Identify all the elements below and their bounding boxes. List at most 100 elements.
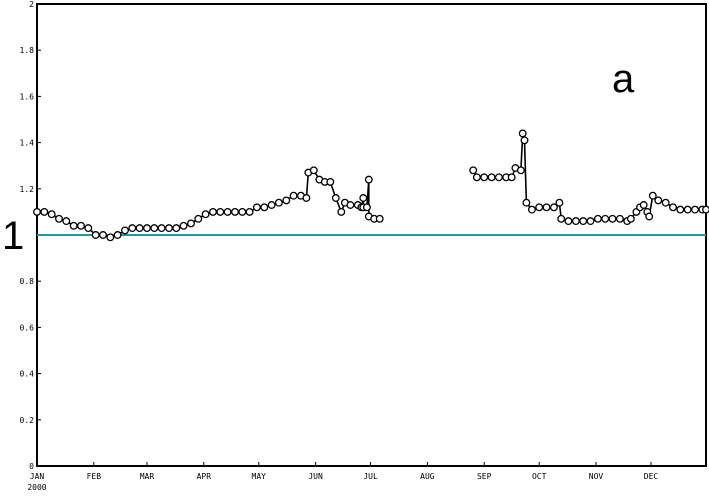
data-point — [615, 214, 624, 223]
x-tick-label: JUN — [308, 472, 323, 481]
data-point — [516, 166, 525, 175]
data-point — [661, 198, 670, 207]
data-point — [326, 177, 335, 186]
data-point — [648, 191, 657, 200]
data-point — [683, 205, 692, 214]
x-tick-label: JUL — [363, 472, 378, 481]
x-tick-label: NOV — [589, 472, 604, 481]
data-point — [359, 194, 368, 202]
panel-label: a — [612, 57, 635, 101]
data-point — [601, 214, 610, 223]
y-tick-label: 0.8 — [20, 277, 35, 286]
data-point — [639, 201, 648, 209]
y-tick-label: 1.4 — [20, 139, 35, 148]
axis-labels-group: 0 0.2 0.4 0.6 0.8 1.2 1.4 1.6 1.8 2 JAN 2000 FEB MAR A… — [20, 0, 659, 492]
data-point — [135, 224, 144, 233]
data-point — [608, 214, 617, 223]
data-point — [113, 231, 122, 239]
data-point — [676, 205, 685, 214]
x-tick-label: DEC — [644, 472, 659, 481]
y-tick-label: 2 — [29, 0, 34, 9]
data-point — [69, 221, 78, 230]
data-point — [77, 221, 85, 230]
y-tick-label: 0 — [29, 462, 34, 471]
data-point — [555, 198, 564, 207]
data-point — [172, 224, 181, 233]
data-point — [542, 203, 551, 212]
data-point — [518, 129, 527, 138]
data-point — [549, 203, 558, 212]
data-point — [480, 173, 489, 182]
data-point — [150, 224, 159, 233]
data-point — [216, 207, 225, 216]
data-point — [99, 231, 107, 239]
data-point — [267, 201, 276, 209]
data-point — [106, 233, 115, 242]
x-tick-label: APR — [197, 472, 212, 481]
data-point — [194, 214, 203, 223]
data-point — [645, 212, 654, 221]
x-tick-label: MAY — [252, 472, 267, 481]
data-point — [223, 207, 232, 216]
data-point — [165, 224, 173, 233]
data-point — [535, 203, 544, 212]
data-point — [201, 210, 210, 219]
data-point — [157, 224, 166, 233]
data-point — [289, 191, 298, 200]
data-point — [494, 173, 503, 182]
data-point — [238, 207, 247, 216]
x-tick-label: FEB — [87, 472, 102, 481]
data-point — [179, 221, 188, 230]
data-point — [375, 214, 384, 223]
data-point — [527, 205, 536, 214]
data-point — [187, 219, 195, 228]
data-point — [282, 196, 291, 205]
data-point — [62, 217, 71, 226]
data-point — [472, 173, 481, 182]
data-point — [691, 205, 699, 214]
x-tick-label: OCT — [532, 472, 547, 481]
data-point — [231, 207, 239, 216]
data-point — [507, 173, 516, 182]
data-point — [364, 175, 373, 184]
y-tick-label: 1.8 — [20, 46, 35, 55]
data-point — [121, 226, 129, 235]
y-tick-label: 0.6 — [20, 323, 35, 332]
data-point — [520, 136, 529, 145]
data-point — [260, 203, 269, 212]
data-point — [309, 166, 318, 175]
data-point — [346, 201, 355, 209]
data-point — [564, 217, 573, 226]
data-point — [245, 207, 254, 216]
data-point — [669, 203, 677, 212]
y-tick-label: 1.2 — [20, 185, 35, 194]
data-point — [47, 210, 56, 219]
data-point — [40, 207, 49, 216]
data-point — [209, 207, 217, 216]
y-tick-label: 1.6 — [20, 92, 35, 101]
data-point — [252, 203, 261, 212]
x-tick-label: JAN — [30, 472, 45, 481]
data-point — [654, 196, 663, 205]
data-point — [571, 217, 580, 226]
data-point — [586, 217, 595, 226]
data-point — [579, 217, 588, 226]
data-point — [128, 224, 137, 233]
data-point — [274, 198, 283, 207]
data-point — [522, 198, 531, 207]
data-point — [557, 214, 566, 223]
series-group — [33, 129, 709, 242]
x-tick-sublabel: 2000 — [27, 483, 46, 492]
data-point — [143, 224, 151, 233]
data-point — [702, 205, 709, 214]
data-point — [91, 231, 100, 239]
data-point — [469, 166, 478, 175]
data-point — [84, 224, 93, 233]
data-point — [362, 203, 371, 212]
x-tick-label: MAR — [140, 472, 155, 481]
y-tick-label: 0.4 — [20, 370, 35, 379]
data-point — [593, 214, 602, 223]
data-point — [55, 214, 63, 223]
x-tick-label: AUG — [420, 472, 435, 481]
